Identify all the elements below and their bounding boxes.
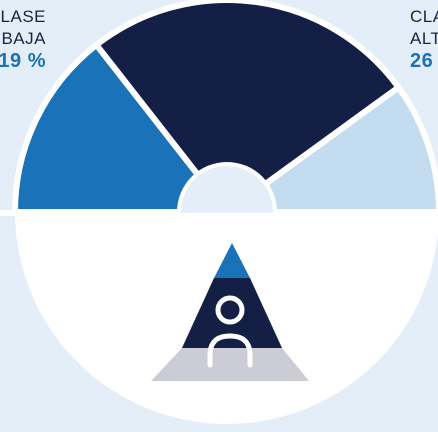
person-body-icon	[207, 333, 253, 368]
person-pyramid-icon	[151, 243, 309, 381]
label-clase-baja: CLASE BAJA 19 %	[0, 6, 46, 72]
pie-sectors	[12, 0, 438, 215]
label-clase-alta-line2: ALTA	[410, 29, 438, 48]
pyramid-bottom-segment	[151, 348, 309, 381]
sector-clase-alta	[224, 84, 438, 215]
label-clase-alta-line1: CLASE	[410, 7, 438, 26]
label-clase-alta-value: 26 %	[410, 50, 438, 72]
person-head-icon	[215, 295, 245, 325]
pyramid-middle-segment	[182, 278, 282, 348]
label-clase-baja-value: 19 %	[0, 50, 46, 72]
sector-clase-media	[93, 0, 402, 215]
person-icon	[207, 295, 253, 368]
label-clase-baja-line2: BAJA	[1, 29, 46, 48]
pyramid-top-segment	[214, 243, 250, 278]
label-clase-baja-line1: CLASE	[0, 7, 46, 26]
label-clase-alta: CLASE ALTA 26 %	[410, 6, 438, 72]
sector-clase-baja	[12, 41, 230, 215]
